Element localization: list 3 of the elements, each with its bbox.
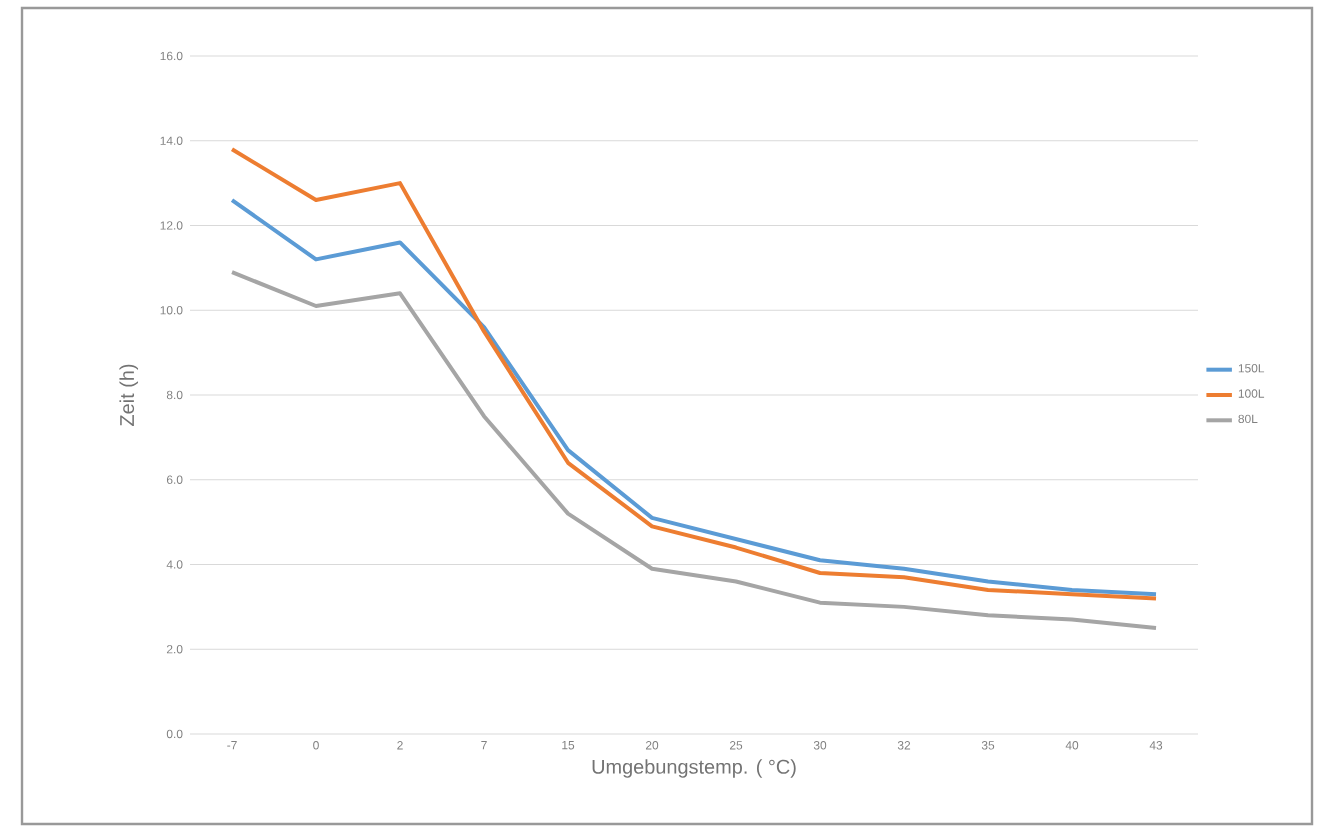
x-axis-title: Umgebungstemp. ( °C) — [592, 759, 796, 778]
line-series — [230, 270, 1159, 631]
y-axis-title: Zeit (h) — [119, 364, 139, 426]
